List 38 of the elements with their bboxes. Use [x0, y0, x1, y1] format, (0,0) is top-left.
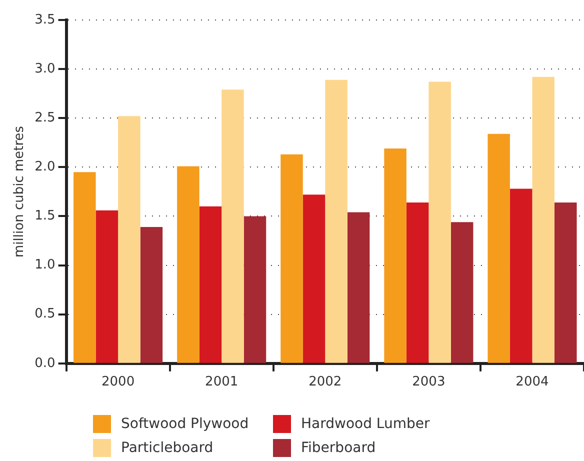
- bar: [532, 76, 554, 363]
- y-axis-title: million cubic metres: [12, 126, 28, 258]
- y-tick-label: 2.5: [34, 110, 56, 126]
- bar: [554, 202, 577, 363]
- bar: [74, 172, 96, 363]
- x-tick-label: 2000: [102, 374, 135, 390]
- y-tick-label: 1.0: [34, 258, 56, 273]
- legend-label: Hardwood Lumber: [301, 416, 430, 432]
- bar: [96, 210, 118, 363]
- bar: [428, 82, 451, 363]
- x-tick-label: 2001: [205, 374, 238, 390]
- bar: [510, 188, 532, 363]
- y-tick-label: 2.0: [34, 160, 56, 175]
- bar: [199, 206, 222, 363]
- bar: [302, 194, 326, 363]
- bar: [450, 222, 474, 363]
- bar: [406, 202, 429, 363]
- x-tick-label: 2002: [308, 374, 342, 390]
- bar: [347, 212, 370, 363]
- y-tick-label: 1.5: [34, 208, 56, 224]
- legend-label: Fiberboard: [301, 440, 376, 456]
- y-tick-label: 0.5: [34, 306, 56, 322]
- legend-label: Particleboard: [121, 440, 214, 456]
- y-tick-label: 3.0: [34, 61, 56, 76]
- bar: [118, 116, 140, 363]
- legend-label: Softwood Plywood: [121, 416, 249, 432]
- bar: [384, 148, 406, 363]
- bar: [222, 90, 244, 363]
- x-tick-label: 2004: [516, 374, 549, 390]
- y-tick-label: 0.0: [34, 356, 56, 371]
- bar: [280, 154, 303, 363]
- x-tick-label: 2003: [412, 374, 446, 390]
- y-tick-label: 3.5: [34, 12, 56, 28]
- bar: [488, 134, 510, 363]
- bar: [177, 166, 200, 363]
- bar: [244, 216, 266, 363]
- bar: [140, 227, 163, 363]
- bar: [325, 80, 348, 363]
